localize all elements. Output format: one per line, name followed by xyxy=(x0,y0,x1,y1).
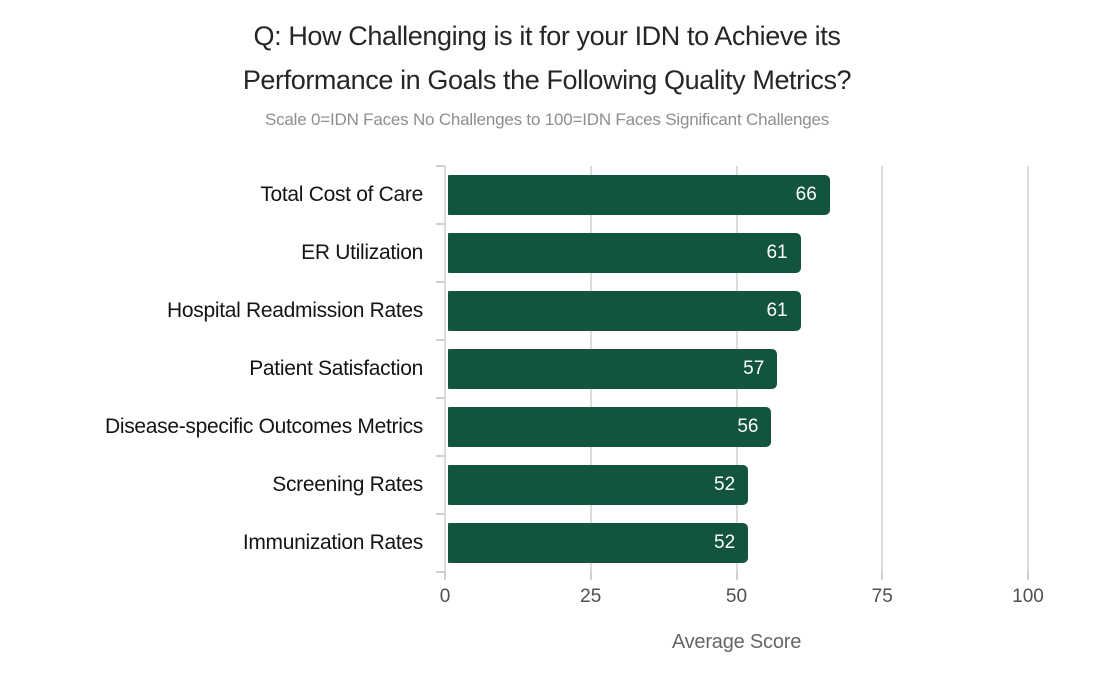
bar-immunization-rates: 52 xyxy=(448,523,749,563)
plot-area: 66 61 61 57 56 52 52 xyxy=(436,165,1029,580)
x-tick-mark-50 xyxy=(735,572,738,580)
bar-value-label: 56 xyxy=(737,416,759,437)
category-label: Immunization Rates xyxy=(242,531,423,554)
bar-value-label: 52 xyxy=(714,474,736,495)
bar-row: 66 xyxy=(445,166,1028,224)
gridline-x-0 xyxy=(444,166,446,572)
y-tick-mark-6 xyxy=(436,513,445,515)
gridline-x-100 xyxy=(1027,166,1029,572)
x-tick-mark-75 xyxy=(881,572,884,580)
category-label: Screening Rates xyxy=(272,473,423,496)
bar-total-cost-of-care: 66 xyxy=(448,175,830,215)
bar-value-label: 61 xyxy=(766,300,788,321)
bar-value-label: 61 xyxy=(766,242,788,263)
y-tick-mark-5 xyxy=(436,455,445,457)
y-tick-mark-3 xyxy=(436,339,445,341)
category-label: Patient Satisfaction xyxy=(249,357,423,380)
y-tick-mark-0 xyxy=(436,165,445,167)
bar-row: 56 xyxy=(445,398,1028,456)
bar-hospital-readmission-rates: 61 xyxy=(448,291,801,331)
y-tick-mark-4 xyxy=(436,397,445,399)
bar-row: 52 xyxy=(445,514,1028,572)
category-label: ER Utilization xyxy=(301,241,423,264)
bar-row: 52 xyxy=(445,456,1028,514)
chart-title-line-2: Performance in Goals the Following Quali… xyxy=(242,65,852,95)
bar-value-label: 57 xyxy=(743,358,765,379)
category-label: Disease-specific Outcomes Metrics xyxy=(104,415,423,438)
bar-row: 61 xyxy=(445,224,1028,282)
x-tick-label-0: 0 xyxy=(439,586,451,607)
y-tick-mark-7 xyxy=(436,571,445,573)
bar-er-utilization: 61 xyxy=(448,233,801,273)
category-label: Total Cost of Care xyxy=(260,183,423,206)
gridline-x-75 xyxy=(881,166,884,572)
bar-disease-specific-outcomes-metrics: 56 xyxy=(448,407,772,447)
x-tick-label-75: 75 xyxy=(871,586,893,607)
bar-patient-satisfaction: 57 xyxy=(448,349,778,389)
chart-title-line-1: Q: How Challenging is it for your IDN to… xyxy=(253,21,841,51)
x-tick-mark-25 xyxy=(589,572,592,580)
y-tick-mark-1 xyxy=(436,223,445,225)
bar-screening-rates: 52 xyxy=(448,465,749,505)
x-tick-mark-0 xyxy=(444,572,446,580)
x-tick-label-100: 100 xyxy=(1012,586,1044,607)
chart-title: Q: How Challenging is it for your IDN to… xyxy=(0,14,1094,102)
x-tick-label-50: 50 xyxy=(725,586,748,607)
x-axis-title: Average Score xyxy=(671,631,802,653)
chart-subtitle: Scale 0=IDN Faces No Challenges to 100=I… xyxy=(264,110,830,129)
bar-value-label: 66 xyxy=(795,184,817,205)
bar-value-label: 52 xyxy=(714,532,736,553)
x-tick-mark-100 xyxy=(1027,572,1029,580)
category-label: Hospital Readmission Rates xyxy=(167,299,423,322)
y-tick-mark-2 xyxy=(436,281,445,283)
bar-row: 61 xyxy=(445,282,1028,340)
bar-row: 57 xyxy=(445,340,1028,398)
x-tick-label-25: 25 xyxy=(580,586,602,607)
